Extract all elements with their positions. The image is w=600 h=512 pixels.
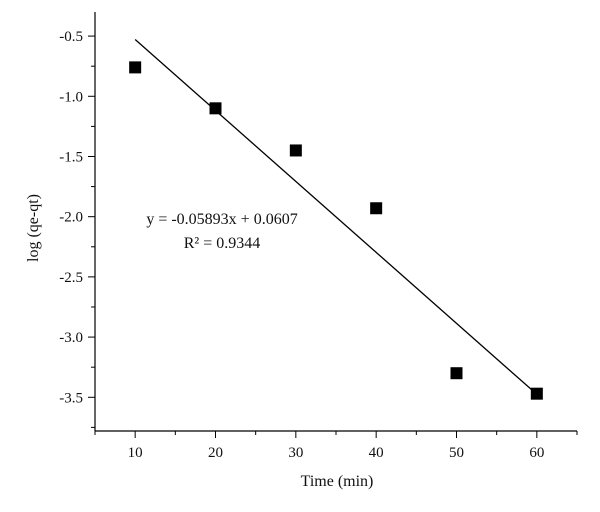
data-points-layer bbox=[129, 61, 543, 400]
linear-fit-line bbox=[134, 39, 538, 395]
y-axis-title: log (qe-qt) bbox=[25, 194, 42, 262]
x-tick-label: 10 bbox=[128, 445, 143, 461]
y-tick-label: -3.0 bbox=[59, 330, 83, 346]
x-axis-ticks: 10 20 30 40 50 60 bbox=[94, 431, 578, 461]
y-tick-label: -3.5 bbox=[59, 390, 83, 406]
y-tick-label: -0.5 bbox=[59, 29, 83, 45]
y-tick-label: -1.0 bbox=[59, 89, 83, 105]
x-tick-label: 60 bbox=[529, 445, 544, 461]
fit-line-layer bbox=[134, 39, 538, 395]
x-tick-label: 30 bbox=[288, 445, 303, 461]
x-tick-label: 20 bbox=[208, 445, 223, 461]
data-point bbox=[209, 102, 222, 115]
y-tick-label: -2.0 bbox=[59, 210, 83, 226]
x-axis-title: Time (min) bbox=[301, 473, 374, 490]
y-tick-label: -2.5 bbox=[59, 270, 83, 286]
data-point bbox=[370, 202, 383, 215]
x-tick-label: 40 bbox=[369, 445, 384, 461]
data-point bbox=[530, 387, 543, 400]
r-squared-annotation: R² = 0.9344 bbox=[184, 235, 261, 252]
data-point bbox=[289, 144, 302, 157]
data-point bbox=[450, 367, 463, 380]
data-point bbox=[129, 61, 142, 74]
x-tick-label: 50 bbox=[449, 445, 464, 461]
y-axis-ticks: -0.5 -1.0 -1.5 -2.0 -2.5 -3.0 -3.5 bbox=[59, 29, 95, 428]
equation-annotation: y = -0.05893x + 0.0607 bbox=[146, 211, 297, 228]
y-tick-label: -1.5 bbox=[59, 149, 83, 165]
